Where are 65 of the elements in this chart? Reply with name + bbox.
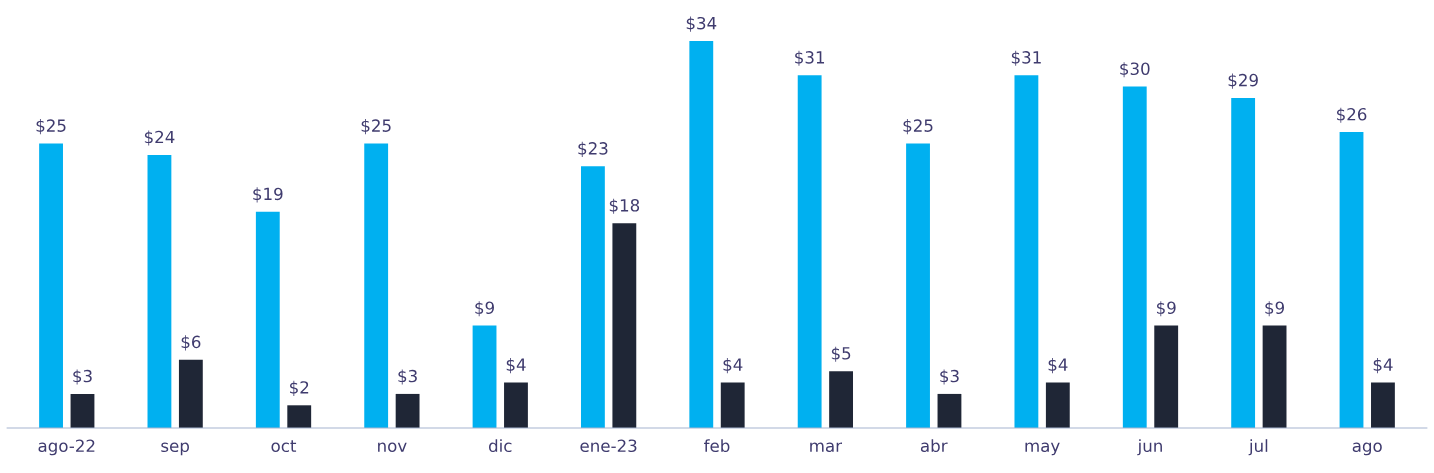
x-tick-label: jul [1248,439,1268,456]
data-label: $9 [475,301,494,317]
bar [39,143,63,429]
bar [1014,75,1039,429]
data-label: $31 [1011,50,1041,66]
data-label: $9 [1265,301,1284,317]
bar [612,223,637,429]
x-tick-label: abr [920,439,948,453]
bar [147,154,172,429]
x-tick-label: ene-23 [580,439,637,453]
data-label: $4 [723,358,743,374]
bar [1371,382,1395,429]
bar [255,211,280,429]
x-tick-label: oct [271,440,297,453]
data-label: $25 [903,119,933,135]
data-label: $18 [609,198,640,214]
data-label: $3 [73,369,92,385]
data-label: $5 [831,346,851,362]
x-tick-label: feb [704,439,730,453]
bar [1339,132,1364,429]
data-label: $29 [1228,73,1258,89]
bar [580,166,605,429]
data-label: $4 [1048,358,1068,374]
bar [829,371,854,429]
data-label: $24 [144,130,175,146]
bar [178,359,203,429]
bar [395,393,420,429]
x-tick-label: ago [1352,442,1382,456]
data-label: $31 [795,50,825,66]
x-tick-label: mar [810,442,843,453]
data-label: $4 [506,358,526,374]
bar [937,393,962,429]
x-tick-label: jun [1137,439,1162,456]
bar [70,393,95,429]
data-label: $23 [578,141,608,157]
data-label: $25 [361,119,391,135]
data-label: $19 [253,187,283,203]
data-label: $6 [181,335,201,351]
bar [1122,86,1147,429]
bar [1045,382,1070,429]
bar [364,143,389,429]
data-label: $26 [1336,107,1367,123]
data-label: $9 [1156,301,1176,317]
data-label: $34 [686,16,717,32]
data-label: $25 [36,119,66,135]
data-label: $2 [290,380,309,396]
bar [1154,325,1179,429]
bar [472,325,497,429]
bar [504,382,528,429]
bar [720,382,745,429]
bar [1262,325,1287,429]
bar [906,143,930,429]
data-label: $3 [940,369,959,385]
x-tick-label: ago-22 [38,439,95,456]
x-tick-label: nov [378,442,407,453]
bar [1231,97,1256,429]
bar [287,405,312,429]
x-tick-label: dic [488,439,512,453]
data-label: $4 [1373,358,1393,374]
bar [689,41,714,429]
bar [797,75,822,429]
x-tick-label: may [1025,442,1060,456]
data-label: $30 [1120,62,1150,78]
x-tick-label: sep [161,442,189,456]
data-label: $3 [398,369,417,385]
